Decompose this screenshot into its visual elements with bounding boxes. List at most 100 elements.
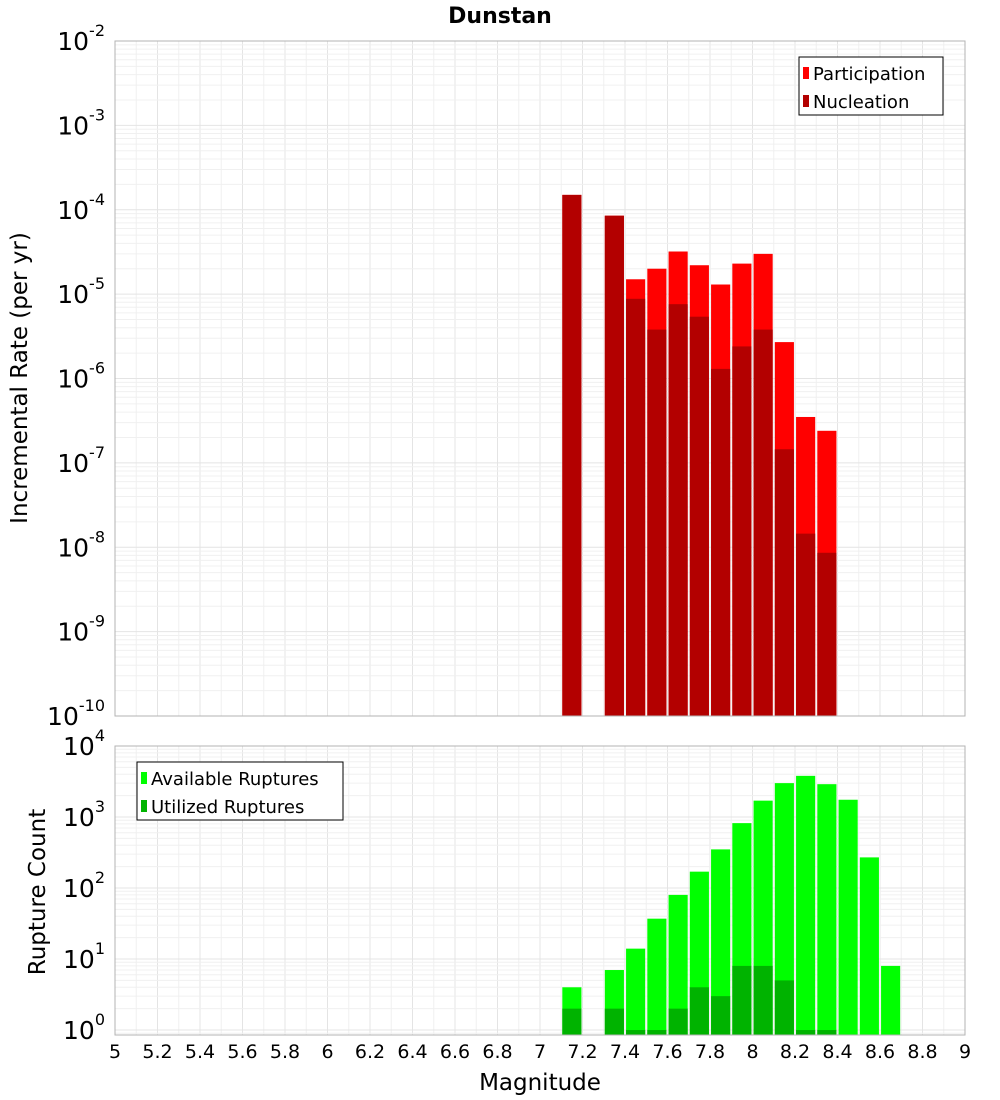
count-bar-available-ruptures [711, 849, 731, 1035]
x-tick-label: 6.2 [355, 1041, 385, 1063]
count-bar-available-ruptures [626, 948, 646, 1035]
rate-y-tick-label: 10-9 [57, 612, 105, 647]
tick-exponent: -9 [89, 612, 105, 631]
x-tick-labels: 5 5.2 5.4 5.6 5.8 6 6.2 6.4 6.6 6.8 7 7.2 7.4 7.6 7.8 8… [109, 1041, 971, 1063]
x-axis-label: Magnitude [479, 1070, 601, 1096]
rate-y-tick-label: 10-4 [57, 190, 105, 225]
x-tick-label: 8.8 [907, 1041, 937, 1063]
x-tick-label: 6.4 [397, 1041, 427, 1063]
tick-base: 10 [57, 27, 89, 56]
count-bar-utilized-ruptures [732, 965, 752, 1035]
rate-bar-nucleation [711, 368, 731, 716]
count-plot-frame [114, 745, 966, 1036]
rate-y-tick-label: 10-6 [57, 359, 105, 394]
x-tick-label: 8.4 [822, 1041, 852, 1063]
rate-bar-nucleation [689, 316, 709, 716]
x-tick-label: 6 [321, 1041, 333, 1063]
count-legend-label: Available Ruptures [151, 769, 319, 790]
count-y-tick-label: 103 [63, 797, 105, 832]
tick-exponent: 0 [95, 1010, 105, 1029]
tick-exponent: 2 [95, 868, 105, 887]
tick-exponent: -10 [79, 696, 105, 715]
rate-bar-nucleation [647, 329, 667, 716]
rate-bar-nucleation [562, 194, 582, 716]
x-tick-label: 6.6 [440, 1041, 470, 1063]
tick-base: 10 [63, 732, 95, 761]
count-legend: Available Ruptures Utilized Ruptures [136, 761, 344, 821]
x-tick-label: 5.2 [142, 1041, 172, 1063]
count-bar-utilized-ruptures [689, 987, 709, 1035]
count-legend-box [136, 761, 344, 821]
count-bar-utilized-ruptures [604, 1008, 624, 1035]
tick-base: 10 [57, 196, 89, 225]
count-bar-available-ruptures [817, 784, 837, 1035]
tick-base: 10 [47, 702, 79, 731]
x-tick-label: 7.4 [610, 1041, 640, 1063]
rate-legend-swatch [803, 67, 809, 79]
tick-base: 10 [63, 1016, 95, 1045]
count-bars [562, 775, 901, 1035]
x-tick-label: 7.2 [567, 1041, 597, 1063]
tick-exponent: 1 [95, 939, 105, 958]
tick-base: 10 [57, 111, 89, 140]
count-bar-utilized-ruptures [753, 965, 773, 1035]
tick-base: 10 [63, 874, 95, 903]
tick-base: 10 [57, 280, 89, 309]
count-y-tick-label: 100 [63, 1010, 105, 1045]
rate-y-tick-label: 10-2 [57, 21, 105, 56]
count-legend-swatch [141, 800, 147, 812]
tick-base: 10 [57, 618, 89, 647]
count-bar-available-ruptures [796, 775, 816, 1035]
tick-exponent: -6 [89, 359, 105, 378]
x-tick-label: 8.6 [865, 1041, 895, 1063]
count-bar-utilized-ruptures [774, 980, 794, 1035]
count-legend-swatch [141, 772, 147, 784]
count-bar-utilized-ruptures [626, 1030, 646, 1035]
tick-base: 10 [63, 945, 95, 974]
count-bar-utilized-ruptures [562, 1008, 582, 1035]
tick-base: 10 [57, 449, 89, 478]
rate-bar-nucleation [753, 329, 773, 716]
count-y-tick-label: 104 [63, 726, 105, 761]
x-tick-label: 8.2 [780, 1041, 810, 1063]
rate-plot-frame [114, 40, 966, 717]
rate-bar-nucleation [604, 215, 624, 717]
count-bar-available-ruptures [774, 783, 794, 1035]
tick-base: 10 [57, 365, 89, 394]
x-tick-label: 5.4 [185, 1041, 215, 1063]
x-tick-label: 7.8 [695, 1041, 725, 1063]
x-tick-label: 5.8 [270, 1041, 300, 1063]
tick-exponent: -3 [89, 105, 105, 124]
rate-bar-nucleation [817, 552, 837, 716]
tick-exponent: -8 [89, 527, 105, 546]
x-tick-label: 6.8 [482, 1041, 512, 1063]
count-bar-available-ruptures [647, 918, 667, 1035]
count-bar-available-ruptures [668, 894, 688, 1035]
count-bar-utilized-ruptures [647, 1030, 667, 1035]
count-bar-available-ruptures [859, 857, 879, 1035]
rate-gridlines [114, 41, 966, 717]
tick-exponent: -4 [89, 190, 105, 209]
tick-exponent: -5 [89, 274, 105, 293]
rate-bars [562, 194, 837, 717]
count-bar-utilized-ruptures [668, 1008, 688, 1035]
count-bar-utilized-ruptures [711, 996, 731, 1035]
rate-y-tick-label: 10-10 [47, 696, 105, 731]
rate-bar-nucleation [668, 304, 688, 716]
rate-y-tick-label: 10-5 [57, 274, 105, 309]
rate-bar-nucleation [732, 346, 752, 716]
chart-title: Dunstan [448, 4, 552, 29]
count-bar-utilized-ruptures [796, 1030, 816, 1035]
count-y-axis-label: Rupture Count [25, 809, 51, 975]
x-tick-label: 5 [109, 1041, 121, 1063]
rate-legend-swatch [803, 95, 809, 107]
tick-exponent: 4 [95, 726, 105, 745]
rate-y-tick-label: 10-7 [57, 443, 105, 478]
tick-base: 10 [57, 533, 89, 562]
x-tick-label: 8 [746, 1041, 758, 1063]
count-y-tick-label: 101 [63, 939, 105, 974]
